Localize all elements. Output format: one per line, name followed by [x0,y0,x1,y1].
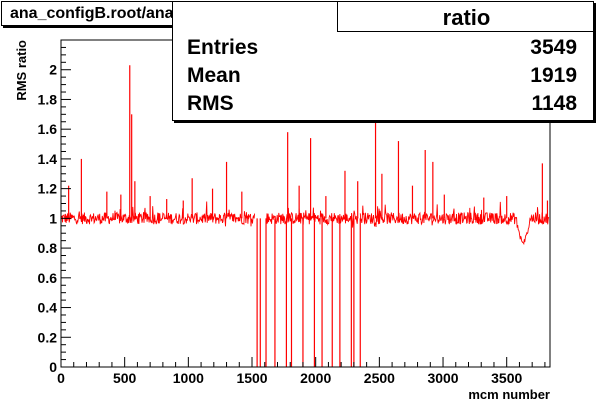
y-tick-label: 0.4 [38,300,58,316]
stat-value: 3549 [530,36,577,59]
stat-row-rms: RMS 1148 [187,90,577,118]
y-axis-title: RMS ratio [14,40,29,101]
y-tick-label: 1.2 [38,181,58,197]
stat-row-entries: Entries 3549 [187,34,577,62]
y-tick-label: 1.6 [38,121,58,137]
y-tick-label: 0.8 [38,240,58,256]
x-axis-title: mcm number [468,387,550,402]
y-tick-label: 1.4 [38,151,58,167]
x-tick-label: 3500 [491,370,522,386]
y-tick-label: 1 [49,210,57,226]
x-tick-label: 500 [113,370,137,386]
stats-title: ratio [337,2,595,32]
x-tick-label: 3000 [427,370,458,386]
y-tick-label: 0 [49,359,57,375]
stat-label: RMS [187,92,234,115]
stat-value: 1919 [530,64,577,87]
y-tick-label: 0.6 [38,270,58,286]
x-tick-label: 2500 [364,370,395,386]
stat-label: Mean [187,64,241,87]
stat-row-mean: Mean 1919 [187,62,577,90]
x-tick-label: 2000 [300,370,331,386]
x-tick-label: 1000 [173,370,204,386]
y-tick-label: 1.8 [38,91,58,107]
stat-value: 1148 [531,92,577,115]
y-tick-label: 2 [49,62,57,78]
x-tick-label: 0 [57,370,65,386]
stats-box: ratio Entries 3549 Mean 1919 RMS 1148 [172,1,595,121]
stat-label: Entries [187,36,259,59]
x-tick-label: 1500 [236,370,267,386]
data-series-line [60,201,550,246]
y-tick-label: 0.2 [38,329,58,345]
